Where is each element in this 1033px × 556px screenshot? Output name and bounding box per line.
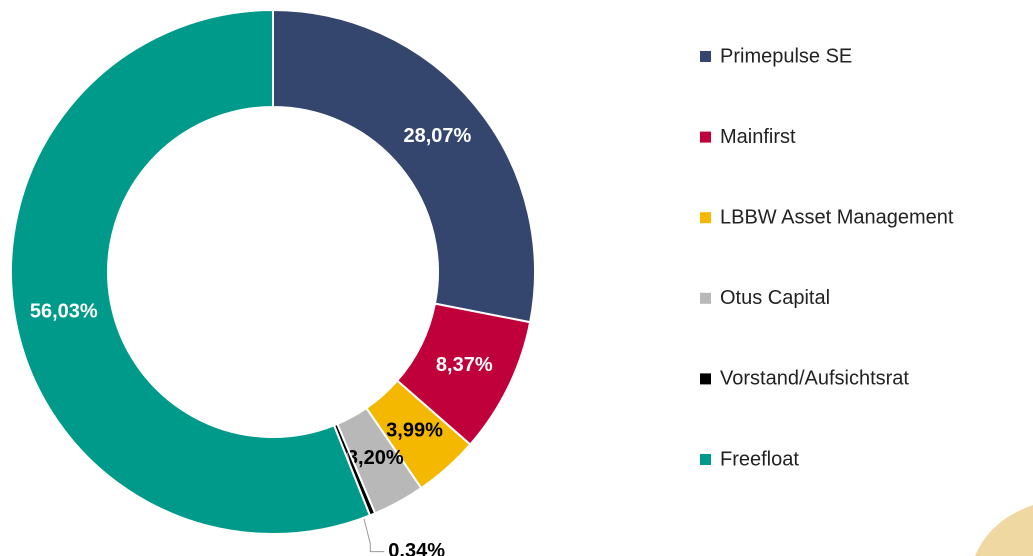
legend-swatch bbox=[700, 51, 711, 62]
slice bbox=[272, 8, 536, 324]
legend-label: Otus Capital bbox=[720, 287, 830, 309]
value-label: 28,07% bbox=[403, 125, 471, 147]
legend-swatch bbox=[700, 212, 711, 224]
legend-swatch bbox=[700, 131, 711, 143]
value-label: 0,34% bbox=[388, 540, 445, 556]
legend-label: Vorstand/Aufsichtsrat bbox=[720, 368, 909, 390]
value-label: 56,03% bbox=[30, 300, 98, 322]
legend-swatch bbox=[700, 292, 711, 304]
slice bbox=[10, 8, 372, 535]
legend-swatch bbox=[700, 373, 711, 385]
legend-label: Freefloat bbox=[720, 448, 799, 470]
value-label: 3,99% bbox=[386, 419, 443, 441]
legend-label: Mainfirst bbox=[720, 126, 796, 148]
value-label: 8,37% bbox=[436, 354, 493, 376]
value-label: 3,20% bbox=[347, 447, 404, 469]
legend-label: Primepulse SE bbox=[720, 45, 852, 67]
legend-swatch bbox=[700, 454, 711, 465]
decoration bbox=[975, 505, 1033, 556]
legend-label: LBBW Asset Management bbox=[720, 206, 954, 228]
